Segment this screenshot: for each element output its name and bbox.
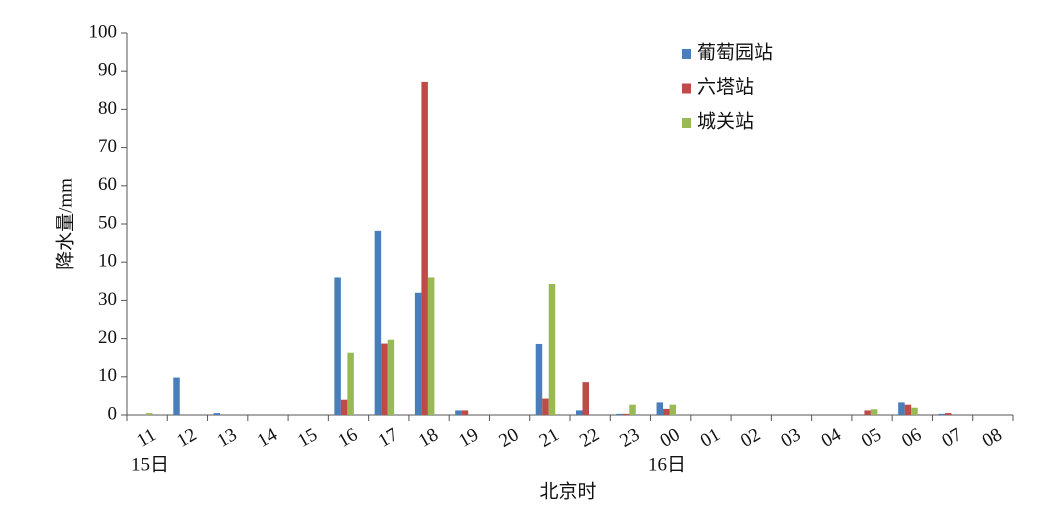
y-tick-label: 100 [89, 21, 118, 42]
bar [622, 413, 630, 415]
annotation: 16日 [648, 454, 686, 475]
bar [374, 230, 382, 415]
x-tick-label: 04 [818, 424, 845, 452]
x-tick-label: 03 [777, 424, 804, 452]
bar [535, 343, 543, 415]
bar [347, 352, 354, 415]
bar [870, 409, 878, 415]
x-tick-label: 02 [737, 424, 764, 452]
y-tick-label: 30 [98, 289, 117, 310]
bar [616, 413, 623, 415]
x-tick-label: 22 [576, 424, 603, 452]
legend-swatch [682, 49, 691, 59]
x-tick-label: 16 [334, 424, 361, 452]
x-tick-label: 15 [294, 424, 321, 452]
x-tick-label: 08 [979, 424, 1006, 452]
bar [669, 404, 677, 415]
bar [387, 339, 395, 415]
legend-swatch [682, 83, 691, 94]
y-axis-label: 降水量/mm [54, 178, 76, 270]
x-tick-label: 11 [133, 424, 159, 451]
x-tick-label: 13 [214, 424, 241, 452]
y-tick-label: 10 [98, 365, 117, 386]
bar [427, 277, 435, 415]
legend-label: 六塔站 [697, 76, 754, 98]
bar [334, 277, 341, 415]
bar [542, 398, 549, 415]
y-tick-label: 20 [98, 327, 117, 348]
bar [656, 402, 664, 415]
bar [864, 410, 871, 415]
x-tick-label: 14 [254, 424, 281, 452]
x-tick-label: 06 [898, 424, 925, 452]
x-tick-label: 20 [496, 424, 523, 452]
y-tick-label: 60 [98, 174, 117, 195]
annotation: 15日 [131, 454, 169, 475]
bar [548, 283, 556, 415]
bar [455, 410, 462, 415]
bar [340, 399, 348, 415]
x-tick-label: 05 [858, 424, 885, 452]
x-tick-label: 01 [697, 424, 724, 452]
bar [421, 81, 428, 416]
y-tick-label: 90 [98, 60, 117, 81]
bar [146, 413, 153, 415]
bar [381, 343, 388, 415]
y-tick-label: 10 [98, 251, 117, 272]
bar [576, 410, 583, 415]
x-tick-label: 21 [536, 424, 563, 452]
bar [663, 408, 670, 415]
bar [414, 292, 422, 415]
x-tick-label: 00 [657, 424, 684, 452]
bar [898, 402, 905, 415]
bar [904, 404, 912, 415]
x-tick-label: 07 [939, 424, 966, 452]
legend-label: 城关站 [697, 110, 754, 132]
x-axis-label: 北京时 [539, 480, 596, 502]
legend-label: 葡萄园站 [697, 41, 773, 63]
bar [461, 410, 469, 415]
legend-swatch [682, 118, 691, 128]
x-tick-label: 18 [415, 424, 442, 452]
bar [173, 377, 180, 415]
bar [629, 404, 636, 415]
bar [944, 413, 952, 415]
bar [938, 413, 945, 415]
y-tick-label: 0 [108, 403, 118, 424]
bar [582, 382, 589, 415]
y-tick-label: 50 [98, 212, 117, 233]
x-tick-label: 19 [455, 424, 482, 452]
x-tick-label: 17 [375, 424, 402, 452]
x-tick-label: 12 [173, 424, 200, 452]
bar [213, 413, 221, 415]
y-tick-label: 80 [98, 98, 117, 119]
bar [911, 407, 918, 415]
x-tick-label: 23 [616, 424, 643, 452]
y-tick-label: 70 [98, 136, 117, 157]
